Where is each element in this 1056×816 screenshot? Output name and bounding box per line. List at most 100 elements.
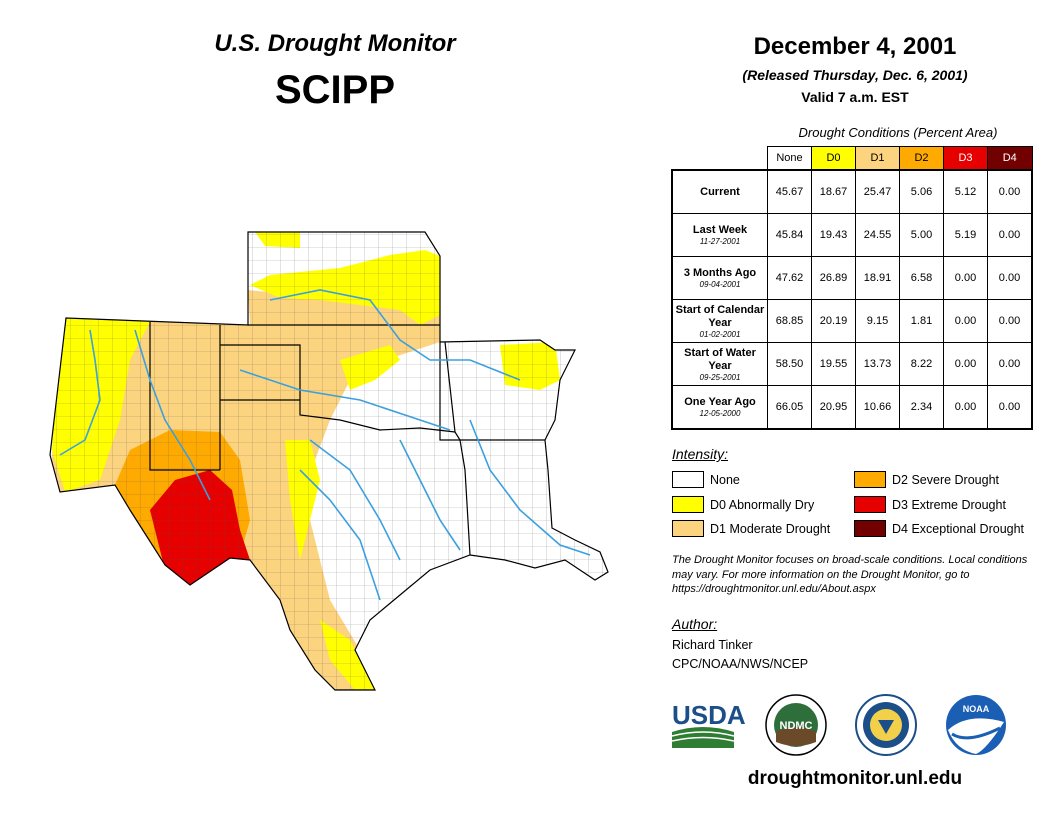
row-label-text: 3 Months Ago xyxy=(683,267,757,279)
legend-item-d2: D2 Severe Drought xyxy=(854,471,999,488)
table-cell: 19.55 xyxy=(811,342,856,386)
table-cell: 0.00 xyxy=(987,213,1033,257)
table-cell: 0.00 xyxy=(987,385,1033,430)
table-cell: 0.00 xyxy=(943,256,988,300)
table-cell: 0.00 xyxy=(987,299,1033,343)
column-header: D4 xyxy=(987,146,1033,171)
column-header: D3 xyxy=(943,146,988,171)
row-label-date: 09-04-2001 xyxy=(699,280,741,289)
table-cell: 20.19 xyxy=(811,299,856,343)
valid-time: Valid 7 a.m. EST xyxy=(801,89,909,105)
row-label-date: 11-27-2001 xyxy=(699,237,741,246)
table-row: Start of Water Year 09-25-2001 58.50 19.55 1… xyxy=(671,342,1033,386)
table-cell: 13.73 xyxy=(855,342,900,386)
table-cell: 5.06 xyxy=(899,169,944,214)
table-row: 3 Months Ago 09-04-2001 47.62 26.89 18.91 6.5… xyxy=(671,256,1033,300)
drought-map xyxy=(49,231,609,691)
legend-label: D0 Abnormally Dry xyxy=(710,497,815,512)
table-cell: 25.47 xyxy=(855,169,900,214)
table-cell: 18.91 xyxy=(855,256,900,300)
noaa-logo-text: NOAA xyxy=(963,704,990,714)
table-cell: 2.34 xyxy=(899,385,944,430)
ndmc-logo-text: NDMC xyxy=(780,720,813,732)
table-corner xyxy=(672,147,768,171)
table-cell: 45.84 xyxy=(767,213,812,257)
table-cell: 8.22 xyxy=(899,342,944,386)
row-label-text: Start of Water Year xyxy=(684,346,756,372)
column-header: D1 xyxy=(855,146,900,171)
product-title: U.S. Drought Monitor xyxy=(214,30,456,57)
table-cell: 0.00 xyxy=(987,342,1033,386)
table-row: One Year Ago 12-05-2000 66.05 20.95 10.66 2.3… xyxy=(671,385,1033,430)
legend-title: Intensity: xyxy=(672,446,729,462)
usda-logo: USDA xyxy=(671,700,746,748)
table-cell: 66.05 xyxy=(767,385,812,430)
row-label-text: Last Week xyxy=(692,224,748,236)
row-label: Current xyxy=(671,169,768,214)
drought-stats-table: None D0 D1 D2 D3 D4 Current 45.67 18.67 25.… xyxy=(671,146,1033,430)
table-cell: 0.00 xyxy=(943,385,988,430)
column-header: D2 xyxy=(899,146,944,171)
table-cell: 26.89 xyxy=(811,256,856,300)
row-label: One Year Ago 12-05-2000 xyxy=(671,385,768,430)
ndmc-logo: NDMC xyxy=(765,694,827,756)
row-label-date: 09-25-2001 xyxy=(699,372,741,382)
table-cell: 19.43 xyxy=(811,213,856,257)
row-label-date: 12-05-2000 xyxy=(699,409,741,418)
legend-item-none: None xyxy=(672,471,740,488)
table-cell: 1.81 xyxy=(899,299,944,343)
table-row: Last Week 11-27-2001 45.84 19.43 24.55 5.00 5.… xyxy=(671,213,1033,257)
table-cell: 5.00 xyxy=(899,213,944,257)
table-cell: 24.55 xyxy=(855,213,900,257)
table-cell: 18.67 xyxy=(811,169,856,214)
release-date: (Released Thursday, Dec. 6, 2001) xyxy=(742,67,968,83)
disclaimer-note: The Drought Monitor focuses on broad-sca… xyxy=(672,554,1028,595)
row-label-text: Current xyxy=(700,185,740,198)
row-label-date: 01-02-2001 xyxy=(699,329,741,339)
table-cell: 0.00 xyxy=(943,299,988,343)
row-label-text: Start of Calendar Year xyxy=(675,303,765,329)
legend-item-d3: D3 Extreme Drought xyxy=(854,496,1006,513)
row-label: Last Week 11-27-2001 xyxy=(671,213,768,257)
legend-item-d0: D0 Abnormally Dry xyxy=(672,496,814,513)
table-header-row: None D0 D1 D2 D3 D4 xyxy=(672,146,1033,171)
legend-item-d4: D4 Exceptional Drought xyxy=(854,520,1024,537)
table-caption: Drought Conditions (Percent Area) xyxy=(798,125,998,140)
noaa-logo: NOAA xyxy=(946,695,1006,755)
row-label-text: One Year Ago xyxy=(684,396,756,408)
map-date: December 4, 2001 xyxy=(753,33,957,60)
row-label: Start of Calendar Year 01-02-2001 xyxy=(671,299,768,343)
column-header: D0 xyxy=(811,146,856,171)
legend-label: None xyxy=(710,472,740,487)
legend-swatch xyxy=(854,496,886,513)
table-cell: 5.19 xyxy=(943,213,988,257)
table-row: Start of Calendar Year 01-02-2001 68.85 20.… xyxy=(671,299,1033,343)
author-label: Author: xyxy=(672,616,718,632)
legend-swatch xyxy=(854,520,886,537)
table-cell: 47.62 xyxy=(767,256,812,300)
legend-swatch xyxy=(854,471,886,488)
author-org: CPC/NOAA/NWS/NCEP xyxy=(672,657,809,671)
table-cell: 0.00 xyxy=(943,342,988,386)
legend-swatch xyxy=(672,496,704,513)
partner-logos: USDA NDMC NOAA xyxy=(671,694,1006,756)
column-header: None xyxy=(767,146,812,171)
row-label: Start of Water Year 09-25-2001 xyxy=(671,342,768,386)
table-cell: 9.15 xyxy=(855,299,900,343)
table-cell: 20.95 xyxy=(811,385,856,430)
footer-url[interactable]: droughtmonitor.unl.edu xyxy=(747,768,963,789)
author-name: Richard Tinker xyxy=(672,638,753,652)
legend-label: D3 Extreme Drought xyxy=(892,497,1006,512)
table-cell: 5.12 xyxy=(943,169,988,214)
table-cell: 58.50 xyxy=(767,342,812,386)
table-cell: 6.58 xyxy=(899,256,944,300)
table-cell: 68.85 xyxy=(767,299,812,343)
legend-label: D1 Moderate Drought xyxy=(710,521,831,536)
usda-logo-text: USDA xyxy=(672,700,746,730)
table-cell: 0.00 xyxy=(987,256,1033,300)
table-cell: 45.67 xyxy=(767,169,812,214)
commerce-seal-logo xyxy=(855,694,917,756)
legend-swatch xyxy=(672,520,704,537)
row-label: 3 Months Ago 09-04-2001 xyxy=(671,256,768,300)
table-cell: 0.00 xyxy=(987,169,1033,214)
